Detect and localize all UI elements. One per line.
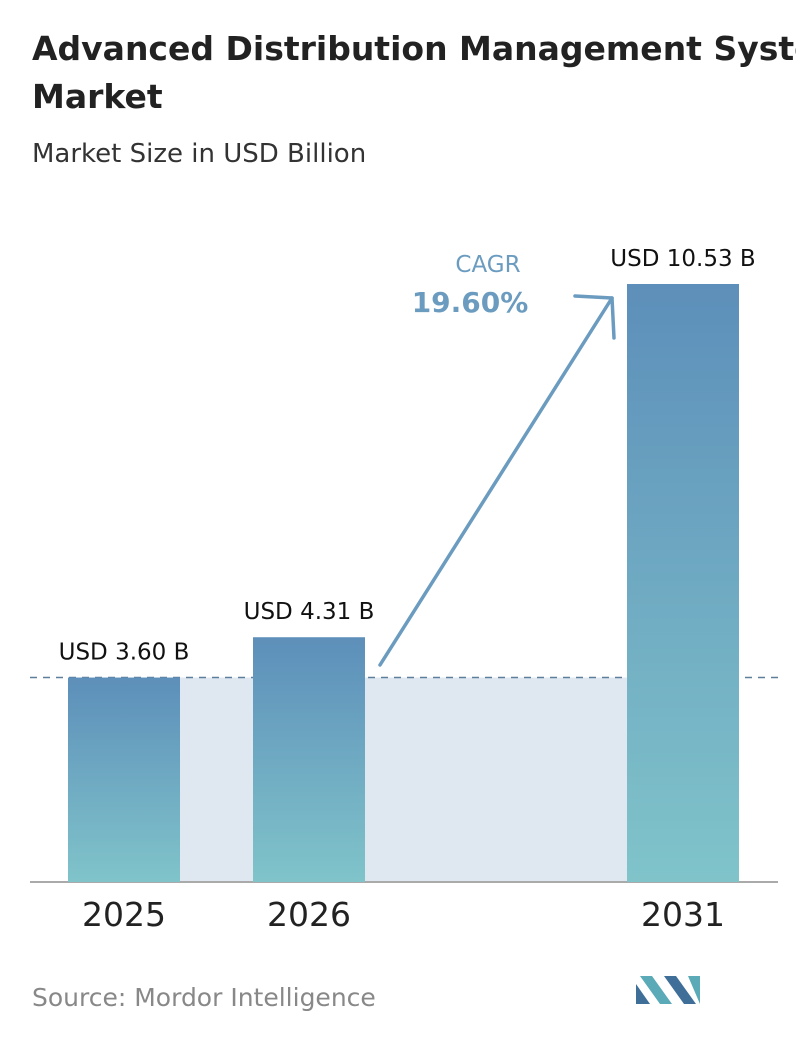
chart-subtitle: Market Size in USD Billion	[32, 139, 366, 169]
bar	[253, 637, 365, 882]
logo	[636, 976, 700, 1004]
bar	[68, 677, 180, 882]
value-label: USD 3.60 B	[59, 640, 190, 666]
x-tick-label: 2026	[267, 895, 351, 934]
cagr-value: 19.60%	[412, 286, 529, 319]
chart-title: Advanced Distribution Management System M…	[32, 29, 796, 116]
source: Source: Mordor Intelligence	[32, 983, 376, 1012]
x-tick-label: 2025	[82, 895, 166, 934]
reference-band	[180, 677, 627, 882]
plot-area: USD 3.60 B 2025 USD 4.31 B 2026 USD 10.53 B 2…	[30, 246, 780, 934]
bar	[627, 284, 739, 882]
value-label: USD 10.53 B	[610, 246, 755, 272]
value-label: USD 4.31 B	[244, 599, 375, 625]
cagr-label: CAGR	[455, 252, 520, 278]
cagr-arrow	[378, 294, 616, 667]
x-tick-label: 2031	[641, 895, 725, 934]
